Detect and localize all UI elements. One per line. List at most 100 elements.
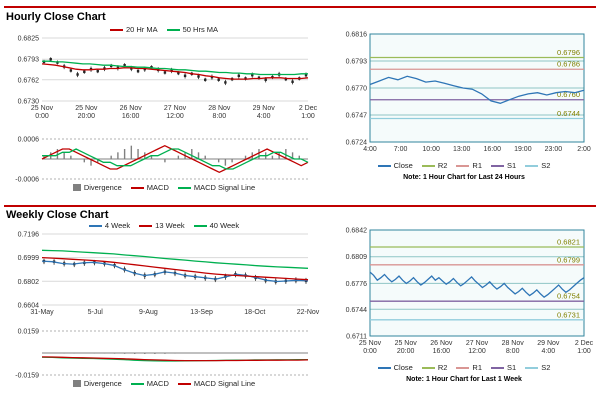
series-line-40-week [41, 249, 309, 269]
candle-body [251, 73, 254, 77]
y-tick-label: 0.6825 [18, 36, 40, 43]
legend-swatch-r2 [421, 366, 435, 369]
y-tick-label: 0.6999 [18, 255, 40, 262]
candle-body [170, 69, 173, 72]
legend-item-s2: S2 [525, 363, 550, 372]
hourly-price-legend: 20 Hr MA 50 Hrs MA [8, 24, 320, 35]
legend-swatch-r1 [456, 164, 470, 167]
series-line-macd-signal-line [42, 148, 309, 170]
x-tick-label: 1:00 [577, 348, 591, 355]
x-tick-label: 28 Nov [502, 340, 525, 347]
legend-label-macd-signal-line: MACD Signal Line [193, 379, 256, 388]
weekly-pivot-legend: Close R2 R1 S1 S2 [334, 362, 594, 373]
x-tick-label: 18-Oct [244, 309, 265, 316]
candle-body [204, 78, 207, 81]
y-tick-label: 0.6770 [346, 86, 368, 93]
legend-swatch-macd-signal-line [177, 186, 191, 189]
y-tick-label: 0.6793 [18, 57, 40, 64]
candle-body [183, 74, 187, 77]
legend-label-r2: R2 [437, 161, 448, 170]
legend-swatch-s1 [491, 366, 504, 369]
candle-body [163, 71, 167, 74]
legend-item-20-hr-ma: 20 Hr MA [109, 25, 158, 34]
pivot-label-s2: 0.6731 [557, 310, 580, 319]
series-line-4-week [41, 260, 309, 283]
legend-swatch-r1 [456, 366, 470, 369]
pivot-label-r2: 0.6821 [557, 237, 580, 246]
legend-swatch-13-week [139, 224, 153, 227]
legend-item-13-week: 13 Week [139, 221, 185, 230]
hourly-pivot-note: Note: 1 Hour Chart for Last 24 Hours [403, 174, 525, 181]
y-tick-label: 0.6744 [346, 307, 368, 314]
legend-label-s2: S2 [541, 161, 551, 170]
legend-swatch-s2 [525, 366, 539, 369]
legend-label-divergence: Divergence [83, 379, 122, 388]
legend-item-r1: R1 [456, 161, 482, 170]
legend-label-40-week: 40 Week [209, 221, 240, 230]
legend-label-r1: R1 [472, 363, 482, 372]
legend-swatch-s1 [491, 164, 504, 167]
y-tick-label: 0.6842 [346, 228, 368, 235]
x-tick-label: 26 Nov [120, 105, 143, 112]
candle-body [150, 65, 153, 69]
candle-body [257, 76, 261, 79]
x-tick-label: 13:00 [453, 146, 471, 153]
legend-item-s1: S1 [491, 161, 516, 170]
legend-item-close: Close [377, 363, 413, 372]
x-tick-label: 1:00 [301, 113, 315, 120]
hourly-macd-legend: Divergence MACD MACD Signal Line [8, 182, 320, 193]
x-tick-label: 16:00 [122, 113, 140, 120]
y-tick-label: 0.6809 [346, 254, 368, 261]
series-line-20-hr-ma [41, 63, 309, 80]
hourly-section-title: Hourly Close Chart [6, 11, 106, 23]
legend-label-close: Close [393, 363, 413, 372]
legend-swatch-close [377, 366, 391, 369]
legend-swatch-4-week [88, 224, 102, 227]
y-tick-label: 0.6762 [18, 77, 40, 84]
weekly-pivot-chart: 0.6842 0.6809 0.6776 0.6744 0.6711 25 Nov 0:00… [334, 226, 594, 384]
legend-item-4-week: 4 Week [88, 221, 130, 230]
legend-label-50-hrs-ma: 50 Hrs MA [182, 25, 219, 34]
legend-label-macd: MACD [146, 183, 169, 192]
legend-swatch-20-hr-ma [109, 28, 123, 31]
x-tick-label: 8:00 [506, 348, 520, 355]
candle-body [304, 73, 308, 77]
candle-body [69, 69, 73, 72]
y-tick-label: 0.6802 [18, 279, 40, 286]
x-tick-label: 28 Nov [208, 105, 231, 112]
middle-divider [4, 205, 596, 207]
y-tick-label: -0.0006 [15, 177, 39, 184]
candle-body [291, 80, 294, 83]
legend-item-close: Close [377, 161, 413, 170]
candle-body [264, 78, 267, 81]
x-tick-label: 2:00 [577, 146, 591, 153]
weekly-macd-legend: Divergence MACD MACD Signal Line [8, 378, 320, 389]
legend-label-s1: S1 [507, 363, 517, 372]
y-tick-label: 0.6793 [346, 59, 368, 66]
y-tick-label: -0.0159 [15, 373, 39, 380]
x-tick-label: 0:00 [363, 348, 377, 355]
x-tick-label: 19:00 [514, 146, 532, 153]
legend-item-divergence: Divergence [72, 183, 122, 192]
x-tick-label: 16:00 [484, 146, 502, 153]
x-tick-label: 27 Nov [164, 105, 187, 112]
legend-swatch-s2 [525, 164, 539, 167]
x-tick-label: 8:00 [213, 113, 227, 120]
series-line-macd-signal-line [41, 356, 309, 362]
y-tick-label: 0.6816 [346, 32, 368, 39]
pivot-label-r1: 0.6799 [557, 255, 580, 264]
candle-body [177, 71, 180, 75]
plot-border [369, 229, 585, 337]
y-tick-label: 0.6711 [346, 334, 367, 341]
pivot-label-s1: 0.6760 [557, 90, 580, 99]
x-tick-label: 7:00 [394, 146, 408, 153]
legend-item-macd: MACD [130, 183, 169, 192]
legend-label-13-week: 13 Week [155, 221, 185, 230]
y-tick-label: 0.6747 [346, 113, 368, 120]
x-tick-label: 31-May [30, 309, 54, 316]
x-tick-label: 2 Dec [575, 340, 594, 347]
candle-body [49, 58, 52, 61]
weekly-price-legend: 4 Week 13 Week 40 Week [8, 220, 320, 231]
